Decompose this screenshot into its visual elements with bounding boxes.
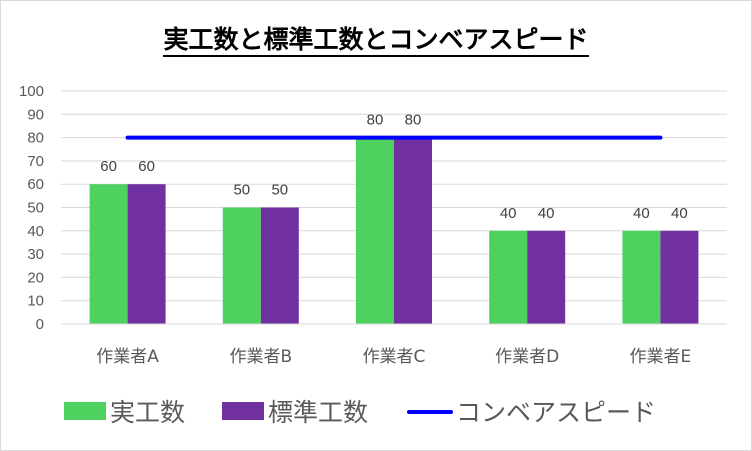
y-tick-label: 60 bbox=[27, 176, 44, 193]
data-label: 60 bbox=[100, 158, 117, 175]
data-labels: 60 60 50 50 80 80 40 40 40 40 bbox=[100, 112, 687, 222]
bar-standard bbox=[660, 230, 699, 324]
bars bbox=[89, 137, 699, 324]
y-tick-label: 10 bbox=[27, 293, 44, 310]
bar-actual bbox=[89, 184, 128, 324]
data-label: 50 bbox=[271, 182, 288, 199]
y-tick-label: 80 bbox=[27, 130, 44, 147]
data-label: 40 bbox=[500, 205, 517, 222]
y-tick-label: 50 bbox=[27, 200, 44, 217]
data-label: 40 bbox=[671, 205, 688, 222]
bar-standard bbox=[127, 184, 166, 324]
y-tick-label: 30 bbox=[27, 246, 44, 263]
bar-standard bbox=[394, 137, 432, 324]
y-tick-label: 0 bbox=[36, 316, 44, 333]
x-tick-label: 作業者D bbox=[495, 347, 559, 367]
data-label: 50 bbox=[233, 182, 250, 199]
data-label: 80 bbox=[367, 112, 384, 129]
y-tick-label: 70 bbox=[27, 153, 44, 170]
x-tick-label: 作業者E bbox=[630, 347, 692, 367]
legend-label-standard: 標準工数 bbox=[268, 398, 368, 427]
bar-actual bbox=[622, 230, 661, 324]
y-tick-label: 40 bbox=[27, 223, 44, 240]
legend-swatch-actual bbox=[64, 402, 106, 420]
chart-title-text: 実工数と標準工数とコンベアスピード bbox=[163, 25, 589, 57]
data-label: 40 bbox=[633, 205, 650, 222]
legend-label-actual: 実工数 bbox=[110, 398, 185, 427]
bar-actual bbox=[222, 207, 261, 324]
data-label: 80 bbox=[405, 112, 422, 129]
bar-standard bbox=[527, 230, 566, 324]
data-label: 40 bbox=[538, 205, 555, 222]
legend-label-line: コンベアスピード bbox=[456, 398, 656, 427]
y-tick-label: 100 bbox=[19, 83, 44, 100]
x-axis: 作業者A 作業者B 作業者C 作業者D 作業者E bbox=[61, 323, 727, 367]
legend-swatch-standard bbox=[222, 402, 264, 420]
y-tick-label: 20 bbox=[27, 269, 44, 286]
bar-standard bbox=[260, 207, 299, 324]
bar-actual bbox=[356, 137, 394, 324]
chart-title: 実工数と標準工数とコンベアスピード bbox=[0, 20, 752, 57]
x-tick-label: 作業者B bbox=[229, 347, 292, 367]
x-tick-label: 作業者A bbox=[96, 347, 159, 367]
y-axis: 0 10 20 30 40 50 60 70 80 90 100 bbox=[19, 83, 44, 333]
bar-actual bbox=[489, 230, 528, 324]
legend: 実工数 標準工数 コンベアスピード bbox=[64, 398, 656, 427]
y-tick-label: 90 bbox=[27, 106, 44, 123]
x-tick-label: 作業者C bbox=[363, 347, 426, 367]
data-label: 60 bbox=[138, 158, 155, 175]
